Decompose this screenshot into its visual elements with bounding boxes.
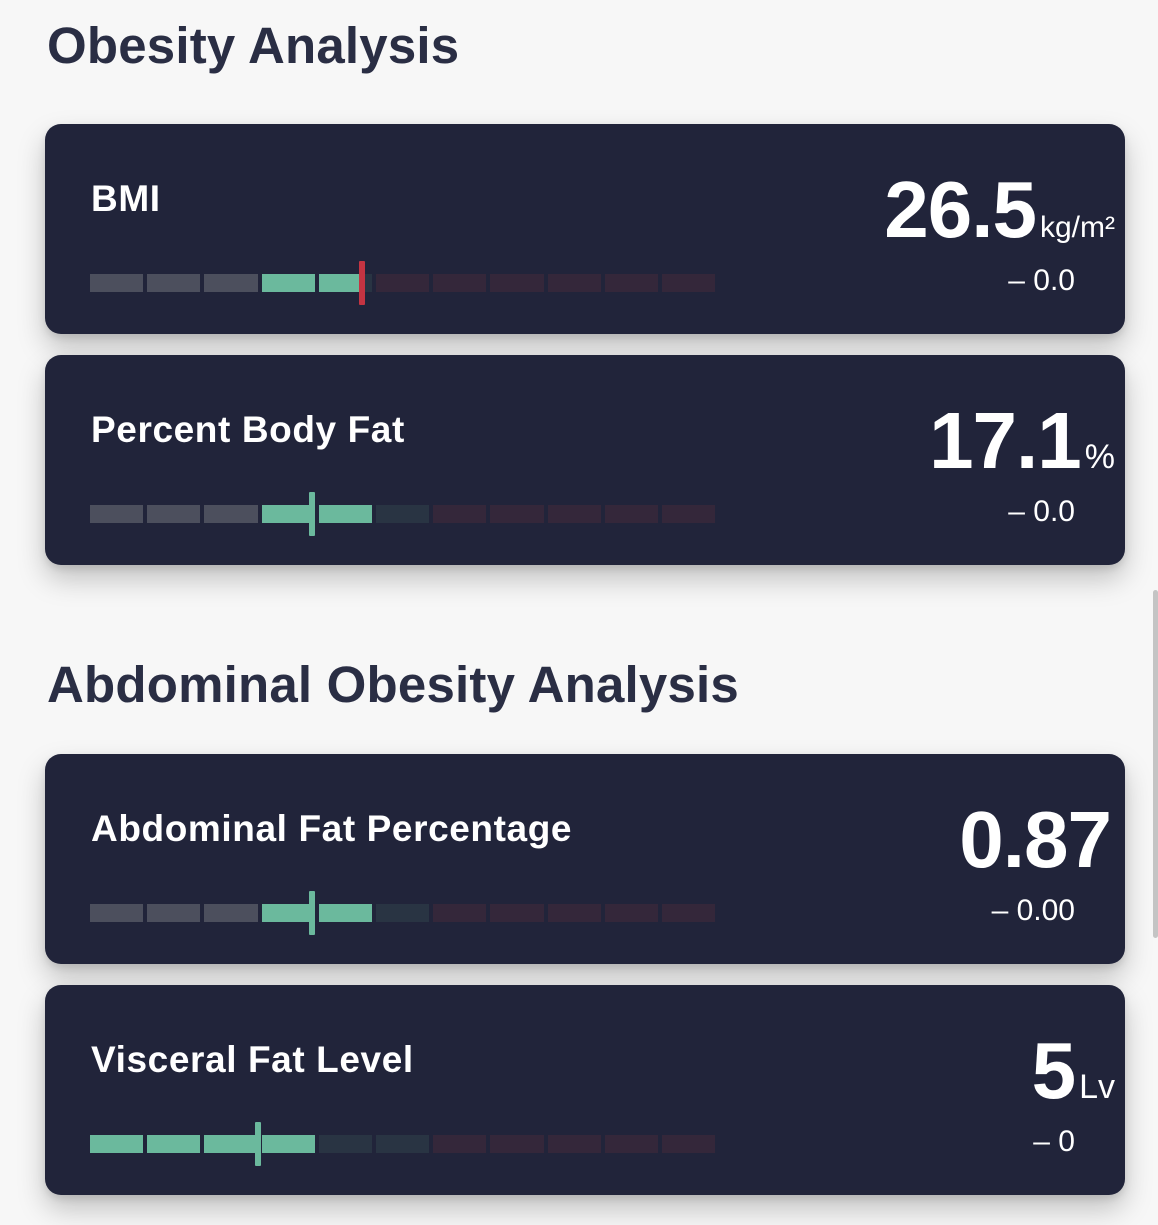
- range-segment: [661, 505, 716, 523]
- range-segment: [204, 505, 258, 523]
- range-segment: [661, 1135, 716, 1153]
- range-marker: [308, 891, 315, 935]
- range-segment: [433, 1135, 487, 1153]
- metric-value-group: 26.5 kg/m²: [45, 170, 1115, 250]
- range-segment: [490, 1135, 544, 1153]
- range-bar: [90, 1122, 716, 1166]
- metric-unit: Lv: [1079, 1068, 1115, 1106]
- range-bar: [90, 891, 716, 935]
- range-segment: [433, 274, 487, 292]
- metric-value-group: 0.87: [45, 800, 1115, 880]
- metric-value: 26.5: [884, 165, 1037, 254]
- range-segment: [375, 505, 430, 523]
- range-segment: [147, 505, 201, 523]
- range-segment: [261, 904, 315, 922]
- metric-value: 0.87: [959, 795, 1112, 884]
- metric-unit: %: [1084, 438, 1115, 476]
- range-segment: [90, 1135, 144, 1153]
- range-segment: [147, 904, 201, 922]
- range-segment: [490, 505, 544, 523]
- range-segment: [375, 274, 430, 292]
- metric-delta: – 0.00: [991, 894, 1075, 927]
- range-marker: [358, 261, 365, 305]
- metric-label: Percent Body Fat: [91, 409, 405, 450]
- metric-card-abdominal-fat-percentage[interactable]: Abdominal Fat Percentage 0.87 – 0.00: [45, 754, 1125, 964]
- range-segment: [204, 274, 258, 292]
- range-segment: [661, 274, 716, 292]
- range-segment: [375, 904, 430, 922]
- range-bar: [90, 261, 716, 305]
- range-marker: [308, 492, 315, 536]
- range-bar: [90, 492, 716, 536]
- range-segment: [318, 904, 372, 922]
- range-segment: [604, 505, 658, 523]
- range-segment: [204, 904, 258, 922]
- metric-card-percent-body-fat[interactable]: Percent Body Fat 17.1% – 0.0: [45, 355, 1125, 565]
- range-segment: [490, 904, 544, 922]
- metric-unit: kg/m²: [1040, 211, 1115, 244]
- range-segment: [261, 505, 315, 523]
- section-title-obesity-analysis: Obesity Analysis: [47, 17, 460, 74]
- metric-delta: – 0.0: [1008, 264, 1075, 297]
- section-title-abdominal-obesity-analysis: Abdominal Obesity Analysis: [47, 656, 739, 713]
- metric-label: Visceral Fat Level: [91, 1039, 414, 1080]
- scrollbar[interactable]: [1153, 590, 1158, 938]
- range-segment: [604, 904, 658, 922]
- range-segment: [261, 1135, 315, 1153]
- range-segment: [433, 505, 487, 523]
- range-segment: [604, 1135, 658, 1153]
- metric-delta: – 0.0: [1008, 495, 1075, 528]
- range-segment: [318, 505, 372, 523]
- range-marker: [254, 1122, 261, 1166]
- metric-delta: – 0: [1033, 1125, 1075, 1158]
- range-segment: [490, 274, 544, 292]
- range-segment: [204, 1135, 258, 1153]
- range-segment: [604, 274, 658, 292]
- metric-label: Abdominal Fat Percentage: [91, 808, 573, 849]
- range-segment: [375, 1135, 430, 1153]
- range-segment: [90, 505, 144, 523]
- range-segment: [547, 505, 601, 523]
- range-segment: [547, 1135, 601, 1153]
- metric-label: BMI: [91, 178, 161, 219]
- metric-value: 5: [1031, 1026, 1076, 1115]
- range-segment: [433, 904, 487, 922]
- range-segment: [661, 904, 716, 922]
- range-segment: [90, 274, 144, 292]
- range-segment: [147, 1135, 201, 1153]
- range-segment: [318, 1135, 372, 1153]
- range-segment: [261, 274, 315, 292]
- metric-card-visceral-fat-level[interactable]: Visceral Fat Level 5 Lv – 0: [45, 985, 1125, 1195]
- metric-value: 17.1: [929, 396, 1082, 485]
- metric-card-bmi[interactable]: BMI 26.5 kg/m² – 0.0: [45, 124, 1125, 334]
- range-segment: [147, 274, 201, 292]
- range-segment: [547, 274, 601, 292]
- metric-value-group: 17.1%: [45, 401, 1115, 481]
- metric-value-group: 5 Lv: [45, 1031, 1115, 1111]
- range-segment: [547, 904, 601, 922]
- range-segment: [90, 904, 144, 922]
- range-segment: [318, 274, 372, 292]
